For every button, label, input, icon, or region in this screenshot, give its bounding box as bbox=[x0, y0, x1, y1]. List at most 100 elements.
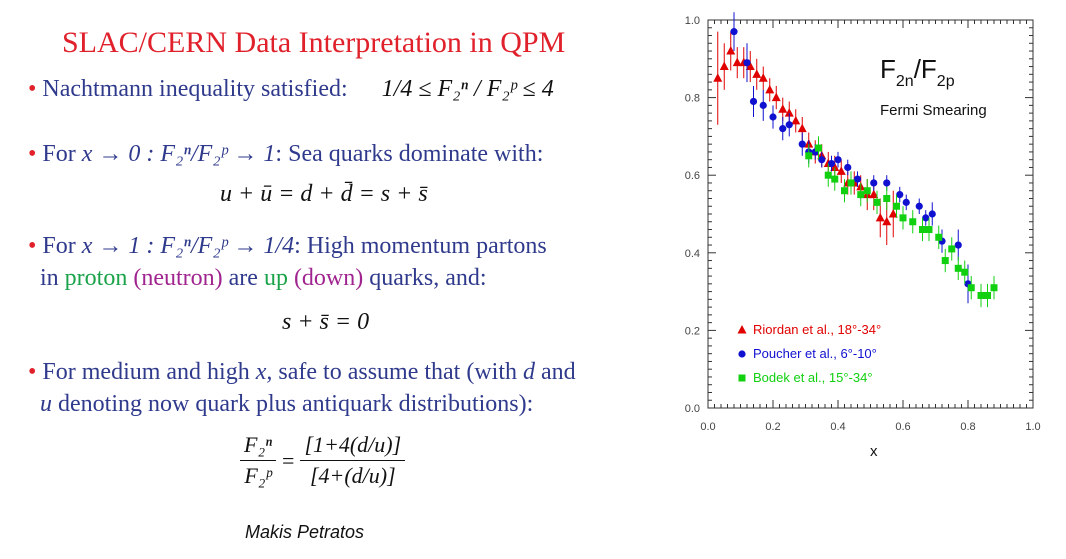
data-point bbox=[984, 291, 991, 299]
data-point bbox=[797, 123, 807, 133]
x-var: x, bbox=[255, 359, 273, 385]
text-tail: quarks, and: bbox=[363, 265, 487, 291]
legend-label: Poucher et al., 6°-10° bbox=[753, 346, 877, 361]
data-point bbox=[836, 166, 846, 175]
down-word: (down) bbox=[293, 265, 364, 291]
data-point bbox=[765, 84, 775, 94]
bullet-nachtmann: • Nachtmann inequality satisfied: 1/4 ≤ … bbox=[28, 76, 554, 103]
lhs-numerator: F₂ⁿ bbox=[240, 432, 277, 461]
strange-equation: s + s̄ = 0 bbox=[282, 309, 370, 335]
x-tick-label: 1.0 bbox=[1025, 421, 1040, 433]
series-triangle bbox=[713, 31, 898, 246]
data-point bbox=[713, 73, 723, 82]
data-point bbox=[954, 264, 962, 272]
data-point bbox=[818, 156, 826, 164]
slide-text-panel: SLAC/CERN Data Interpretation in QPM • N… bbox=[28, 26, 576, 542]
bullet-medium-x-line2: u denoting now quark plus antiquark dist… bbox=[40, 391, 533, 418]
lhs-fraction: F₂ⁿ F₂ᵖ bbox=[240, 432, 277, 489]
data-point bbox=[824, 171, 832, 179]
data-point bbox=[909, 218, 917, 226]
data-point bbox=[922, 214, 930, 222]
data-point bbox=[954, 241, 962, 249]
data-point bbox=[948, 245, 956, 253]
lhs-denominator: F₂ᵖ bbox=[244, 463, 272, 488]
data-point bbox=[883, 179, 891, 187]
data-point bbox=[847, 179, 855, 187]
data-point bbox=[745, 61, 755, 71]
equals-sign: = bbox=[282, 447, 295, 473]
data-point bbox=[863, 187, 871, 195]
data-point bbox=[831, 175, 839, 183]
data-point bbox=[834, 156, 842, 164]
data-point bbox=[873, 198, 881, 206]
data-point bbox=[915, 202, 923, 210]
data-point bbox=[883, 194, 891, 202]
legend-marker bbox=[737, 325, 747, 334]
data-point bbox=[785, 121, 793, 129]
data-point bbox=[798, 140, 806, 148]
bullet-dot: • bbox=[28, 359, 37, 385]
x-tick-label: 0.8 bbox=[960, 421, 975, 433]
data-point bbox=[844, 163, 852, 172]
bullet-text-2: safe to assume that (with bbox=[272, 359, 523, 385]
data-point bbox=[941, 257, 949, 265]
proton-word: proton bbox=[64, 265, 128, 291]
data-series bbox=[713, 12, 998, 308]
rhs-denominator: [4+(d/u)] bbox=[309, 463, 396, 488]
x-tick-label: 0.2 bbox=[765, 421, 780, 433]
data-point bbox=[759, 101, 767, 109]
bullet-small-x: • For x → 0 : F₂ⁿ/F₂ᵖ → 1: Sea quarks do… bbox=[28, 141, 543, 168]
data-point bbox=[990, 284, 998, 292]
y-tick-label: 1.0 bbox=[685, 15, 700, 27]
data-point bbox=[815, 144, 822, 152]
series-square bbox=[805, 136, 998, 308]
d-var: d bbox=[523, 359, 535, 385]
y-tick-label: 0.2 bbox=[685, 325, 700, 337]
bullet-text: For medium and high bbox=[42, 359, 256, 385]
sea-quark-equation: u + ū = d + d̄ = s + s̄ bbox=[220, 181, 428, 207]
author-name: Makis Petratos bbox=[245, 522, 365, 542]
x-tick-label: 0.4 bbox=[830, 421, 845, 433]
data-point bbox=[758, 73, 768, 82]
legend-marker bbox=[738, 374, 746, 382]
bullet-text-3: and bbox=[535, 359, 576, 385]
x-tick-label: 0.6 bbox=[895, 421, 910, 433]
limit-formula: x → 0 : F₂ⁿ/F₂ᵖ → 1 bbox=[81, 141, 276, 167]
data-point bbox=[732, 57, 742, 67]
bullet-text: Nachtmann inequality satisfied: bbox=[42, 76, 348, 102]
text-in: in bbox=[40, 265, 65, 291]
bullet-large-x: • For x → 1 : F₂ⁿ/F₂ᵖ → 1/4: High moment… bbox=[28, 233, 547, 260]
y-tick-label: 0.6 bbox=[685, 170, 700, 182]
bullet-text: denoting now quark plus antiquark distri… bbox=[52, 391, 534, 417]
up-word: up bbox=[263, 265, 288, 291]
legend: Riordan et al., 18°-34° Poucher et al., 6… bbox=[737, 322, 881, 385]
data-point bbox=[784, 108, 794, 117]
ratio-equation: F₂ⁿ F₂ᵖ = [1+4(d/u)] [4+(d/u)] bbox=[240, 432, 406, 489]
data-point bbox=[743, 59, 751, 67]
data-point bbox=[882, 216, 892, 226]
y-tick-label: 0.0 bbox=[685, 403, 700, 415]
bullet-dot: • bbox=[28, 76, 37, 102]
axis-ticks: 0.0 0.2 0.4 0.6 0.8 1.0 0.0 0.2 0.4 0.6 0.8 1.0 bbox=[685, 15, 1041, 433]
data-point bbox=[961, 268, 969, 276]
data-point bbox=[893, 202, 900, 210]
u-var: u bbox=[40, 391, 52, 417]
data-point bbox=[875, 212, 885, 222]
data-point bbox=[752, 69, 762, 78]
legend-marker bbox=[738, 350, 746, 358]
bullet-dot: • bbox=[28, 141, 37, 167]
data-point bbox=[791, 115, 801, 125]
bullet-prefix: For bbox=[42, 141, 82, 167]
data-point bbox=[805, 152, 813, 160]
data-point bbox=[925, 226, 933, 234]
data-point bbox=[719, 61, 729, 71]
ratio-chart: 0.0 0.2 0.4 0.6 0.8 1.0 0.0 0.2 0.4 0.6 0.8 1.0 F2n… bbox=[650, 0, 1066, 554]
data-point bbox=[827, 159, 836, 168]
bullet-medium-x: • For medium and high x, safe to assume … bbox=[28, 359, 576, 386]
data-point bbox=[902, 198, 910, 206]
data-point bbox=[730, 28, 738, 36]
nachtmann-formula: 1/4 ≤ F₂ⁿ / F₂ᵖ ≤ 4 bbox=[381, 76, 554, 102]
data-point bbox=[888, 209, 898, 218]
chart-svg: 0.0 0.2 0.4 0.6 0.8 1.0 0.0 0.2 0.4 0.6 0.8 1.0 F2n… bbox=[685, 12, 1041, 460]
limit-formula: x → 1 : F₂ⁿ/F₂ᵖ → 1/4 bbox=[81, 233, 295, 259]
